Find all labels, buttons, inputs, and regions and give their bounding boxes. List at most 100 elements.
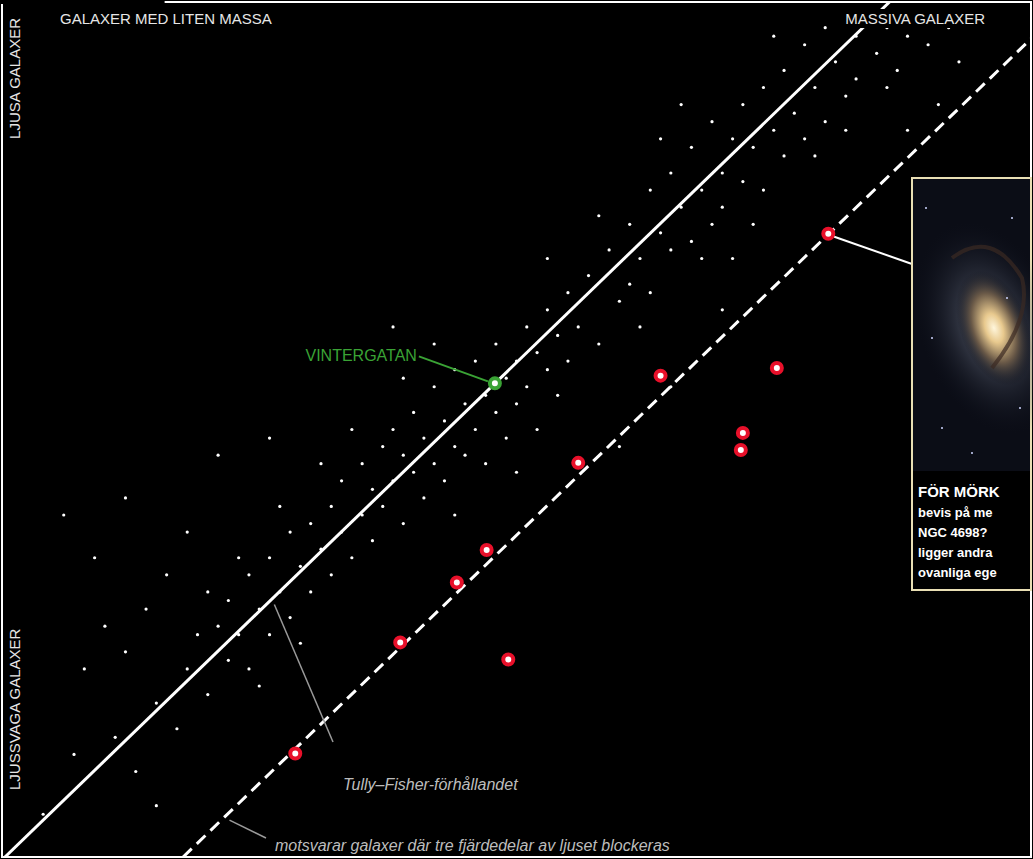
galaxy-dot [330, 505, 333, 508]
galaxy-dot [721, 206, 724, 209]
galaxy-dot [186, 667, 189, 670]
galaxy-marker [823, 229, 833, 239]
star [1019, 407, 1021, 409]
galaxy-marker [395, 637, 405, 647]
galaxy-dot [474, 428, 477, 431]
galaxy-dot [402, 377, 405, 380]
galaxy-dot [772, 129, 775, 132]
galaxy-dot [258, 684, 261, 687]
leader-line [419, 356, 488, 381]
galaxy-dot [803, 137, 806, 140]
galaxy-dot [577, 325, 580, 328]
galaxy-marker [738, 428, 748, 438]
galaxy-dot [237, 556, 240, 559]
galaxy-dot [700, 257, 703, 260]
galaxy-dot [690, 146, 693, 149]
galaxy-marker [452, 578, 462, 588]
galaxy-dot [885, 86, 888, 89]
galaxy-dot [793, 112, 796, 115]
galaxy-dot [556, 394, 559, 397]
x-label-high: MASSIVA GALAXER [845, 10, 985, 27]
galaxy-dot [103, 625, 106, 628]
galaxy-dot [72, 753, 75, 756]
galaxy-dot [443, 419, 446, 422]
x-label-high-patch [842, 9, 988, 28]
galaxy-dot [124, 650, 127, 653]
chart: GALAXER MED LITEN MASSAMASSIVA GALAXERLJ… [0, 0, 1033, 859]
galaxy-dot [340, 479, 343, 482]
galaxy-dot [175, 727, 178, 730]
galaxy-dot [463, 402, 466, 405]
galaxy-marker [736, 445, 746, 455]
galaxy-dot [628, 223, 631, 226]
galaxy-marker [503, 654, 513, 664]
galaxy-dot [752, 146, 755, 149]
x-label-low: GALAXER MED LITEN MASSA [60, 10, 272, 27]
x-label-low-patch [57, 9, 275, 28]
galaxy-dot [206, 590, 209, 593]
galaxy-dot [566, 291, 569, 294]
galaxy-dot [875, 52, 878, 55]
galaxy-dot [525, 385, 528, 388]
galaxy-dot [731, 257, 734, 260]
galaxy-dot [566, 360, 569, 363]
marks [5, 2, 1031, 857]
relation-line [5, 2, 890, 857]
galaxy-dot [824, 120, 827, 123]
galaxy-dot [834, 60, 837, 63]
galaxy-dot [350, 556, 353, 559]
galaxy-dot [391, 325, 394, 328]
galaxy-dot [618, 445, 621, 448]
series-2 [490, 378, 500, 388]
galaxy-dot [186, 531, 189, 534]
relation-line [183, 39, 1031, 857]
plot-frame [2, 2, 1031, 857]
galaxy-dot [844, 94, 847, 97]
galaxy-dot [741, 180, 744, 183]
galaxy-dot [844, 129, 847, 132]
galaxy-dot [957, 60, 960, 63]
galaxy-dot [453, 513, 456, 516]
galaxy-dot [433, 462, 436, 465]
galaxy-marker [772, 363, 782, 373]
galaxy-dot [453, 445, 456, 448]
galaxy-dot [680, 103, 683, 106]
galaxy-dot [391, 428, 394, 431]
galaxy-dot [649, 291, 652, 294]
galaxy-dot [124, 496, 127, 499]
galaxy-dot [638, 257, 641, 260]
galaxy-dot [463, 454, 466, 457]
galaxy-dot [165, 573, 168, 576]
galaxy-dot [896, 69, 899, 72]
galaxy-dot [278, 505, 281, 508]
galaxy-dot [505, 436, 508, 439]
galaxy-dot [906, 129, 909, 132]
galaxy-dot [268, 556, 271, 559]
galaxy-dot [669, 248, 672, 251]
galaxy-dot [247, 667, 250, 670]
galaxy-dot [813, 86, 816, 89]
galaxy-dot [155, 702, 158, 705]
series-0 [42, 9, 982, 816]
galaxy-dot [782, 154, 785, 157]
galaxy-dot [83, 667, 86, 670]
galaxy-dot [93, 556, 96, 559]
galaxy-dot [330, 573, 333, 576]
galaxy-dot [216, 625, 219, 628]
galaxy-halo [887, 201, 1033, 456]
galaxy-dot [659, 137, 662, 140]
leader-line [274, 605, 333, 743]
galaxy-marker [482, 545, 492, 555]
galaxy-dot [937, 103, 940, 106]
galaxy-dot [535, 428, 538, 431]
galaxy-dot [556, 334, 559, 337]
galaxy-dot [227, 599, 230, 602]
galaxy-dot [371, 488, 374, 491]
galaxy-dot [484, 462, 487, 465]
galaxy-dot [216, 454, 219, 457]
line-label: motsvarar galaxer där tre fjärdedelar av… [275, 837, 670, 854]
galaxy-dot [772, 35, 775, 38]
galaxy-dot [587, 274, 590, 277]
galaxy-dot [597, 342, 600, 345]
galaxy-dot [299, 642, 302, 645]
